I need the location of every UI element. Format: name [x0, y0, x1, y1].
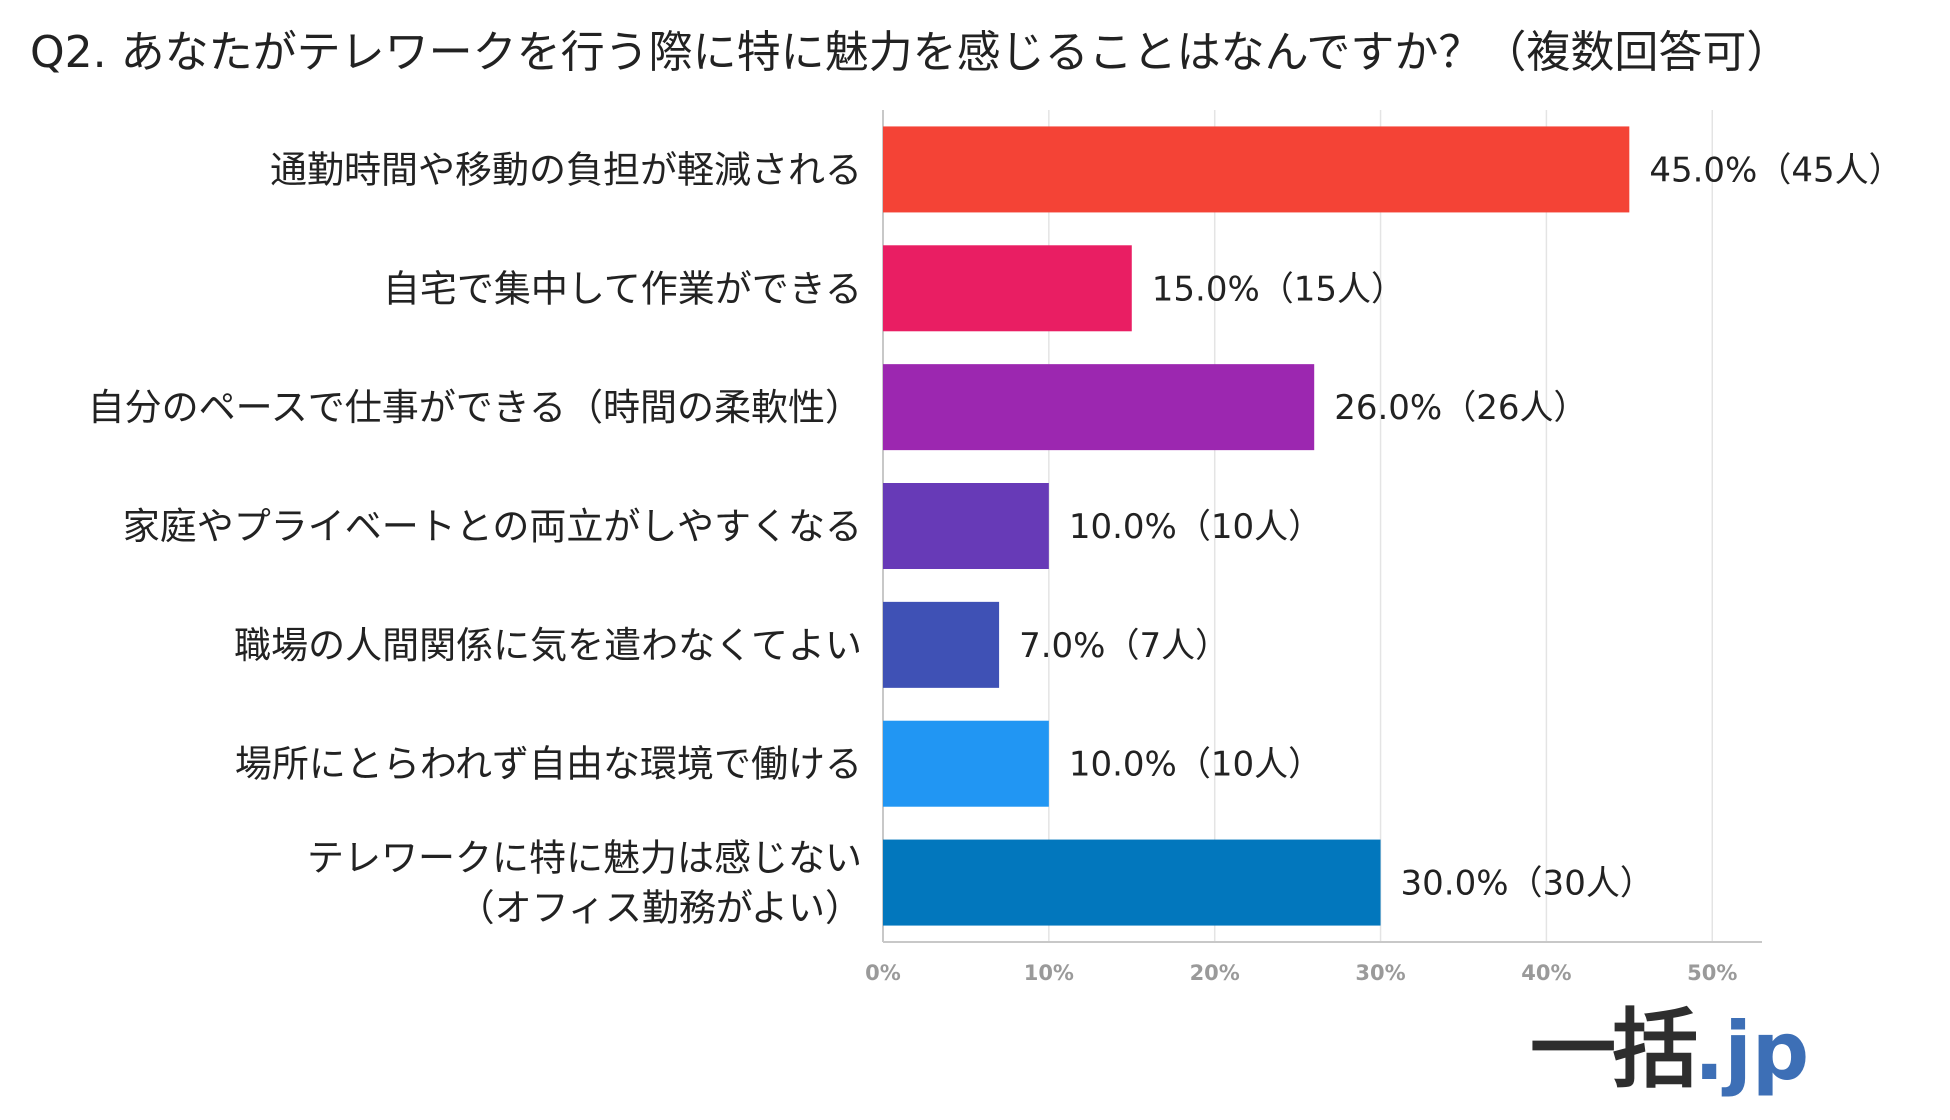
- logo-suffix: .jp: [1694, 1005, 1810, 1098]
- category-label: 自分のペースで仕事ができる（時間の柔軟性）: [88, 386, 862, 429]
- bar: [883, 720, 1049, 807]
- category-label: 場所にとらわれず自由な環境で働ける: [235, 743, 862, 786]
- x-tick-label: 20%: [1190, 961, 1240, 985]
- category-label: 職場の人間関係に気を遣わなくてよい: [234, 624, 862, 667]
- bar: [883, 839, 1381, 926]
- data-label: 10.0%（10人）: [1069, 745, 1322, 785]
- bar: [883, 601, 1000, 688]
- data-label: 30.0%（30人）: [1401, 864, 1654, 904]
- category-labels: 通勤時間や移動の負担が軽減される自宅で集中して作業ができる自分のペースで仕事がで…: [88, 148, 862, 929]
- bar: [883, 483, 1049, 569]
- data-label: 10.0%（10人）: [1069, 507, 1322, 547]
- data-label: 26.0%（26人）: [1334, 388, 1587, 428]
- data-label: 45.0%（45人）: [1649, 150, 1902, 190]
- bars: [883, 126, 1630, 926]
- category-label: テレワークに特に魅力は感じない: [307, 837, 862, 880]
- category-label: 家庭やプライベートとの両立がしやすくなる: [123, 505, 862, 548]
- bar: [883, 364, 1315, 451]
- bar: [883, 245, 1132, 332]
- brand-logo: 一括.jp: [1530, 995, 1830, 1105]
- data-label: 15.0%（15人）: [1152, 269, 1405, 309]
- category-label: 通勤時間や移動の負担が軽減される: [270, 148, 862, 191]
- logo-kanji: 一括: [1530, 1000, 1698, 1100]
- category-label: （オフィス勤務がよい）: [458, 887, 862, 930]
- chart-title: Q2. あなたがテレワークを行う際に特に魅力を感じることはなんですか？（複数回答…: [30, 27, 1791, 78]
- x-tick-label: 50%: [1687, 961, 1737, 985]
- bar: [883, 126, 1630, 213]
- x-tick-label: 40%: [1521, 961, 1571, 985]
- data-labels: 45.0%（45人） 15.0%（15人） 26.0%（26人） 10.0%（10人）…: [1019, 150, 1903, 903]
- x-tick-label: 0%: [865, 961, 901, 985]
- category-label: 自宅で集中して作業ができる: [383, 267, 862, 310]
- data-label: 7.0%（7人）: [1019, 626, 1229, 666]
- x-tick-label: 30%: [1355, 961, 1405, 985]
- x-tick-label: 10%: [1024, 961, 1074, 985]
- x-axis-ticks: 0% 10% 20% 30% 40% 50%: [865, 961, 1737, 985]
